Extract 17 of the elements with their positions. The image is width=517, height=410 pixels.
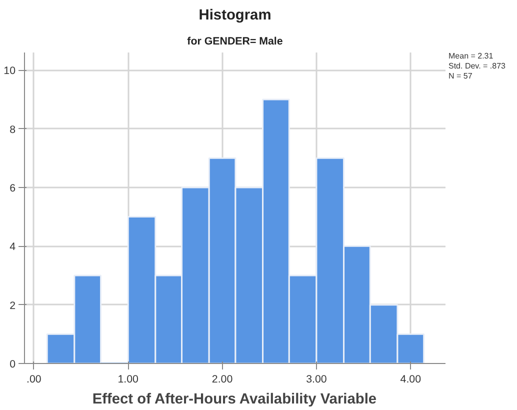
x-tick-label: 1.00: [118, 374, 139, 386]
y-tick-label: 6: [10, 182, 16, 194]
chart-title: Histogram: [198, 8, 272, 24]
x-axis-title: Effect of After-Hours Availability Variable: [92, 392, 377, 408]
x-tick-label: 2.00: [212, 374, 233, 386]
x-tick-label: 4.00: [400, 374, 422, 386]
x-tick-label: .00: [26, 374, 42, 386]
text: Std. Dev. = .873: [448, 61, 506, 70]
y-tick-label: 2: [10, 300, 16, 312]
y-tick-label: 10: [4, 65, 16, 78]
chart-subtitle: for GENDER= Male: [187, 36, 283, 48]
y-tick-label: 0: [10, 358, 16, 370]
x-tick-label: 3.00: [306, 374, 327, 386]
y-tick-label: 8: [10, 124, 16, 136]
y-tick-label: 4: [10, 241, 16, 254]
text: Mean = 2.31: [448, 52, 494, 60]
text: N = 57: [448, 71, 473, 80]
